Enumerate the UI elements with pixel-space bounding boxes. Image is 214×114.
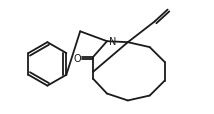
Text: O: O bbox=[74, 53, 81, 63]
Text: N: N bbox=[109, 37, 116, 47]
